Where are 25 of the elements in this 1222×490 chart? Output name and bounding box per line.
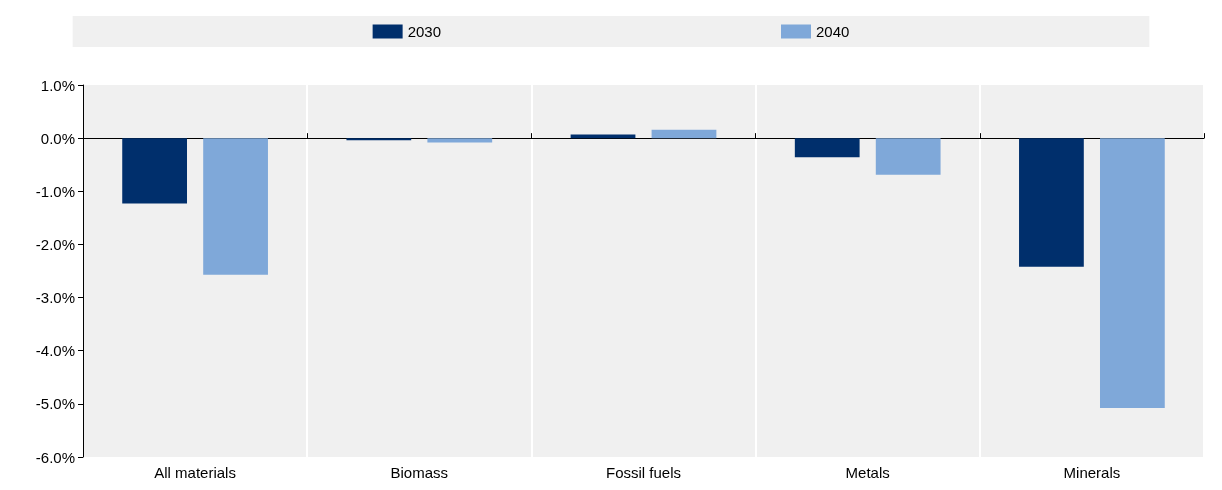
x-tick-label: Fossil fuels bbox=[605, 464, 682, 481]
legend-label: 2030 bbox=[407, 23, 442, 40]
y-tick-label: 0.0% bbox=[40, 129, 75, 147]
bar bbox=[651, 129, 717, 139]
bar bbox=[427, 138, 493, 143]
bar bbox=[346, 138, 412, 141]
x-tick-label: Biomass bbox=[390, 464, 449, 481]
legend-label: 2040 bbox=[816, 23, 850, 40]
bar bbox=[122, 138, 187, 204]
bar bbox=[875, 138, 941, 175]
y-tick-label: -1.0% bbox=[35, 182, 75, 200]
bar bbox=[203, 138, 268, 275]
y-tick-label: 1.0% bbox=[40, 76, 75, 94]
x-tick-label: Minerals bbox=[1063, 464, 1121, 481]
x-tick-label: Metals bbox=[845, 464, 890, 481]
y-tick-label: -2.0% bbox=[35, 235, 75, 253]
bar bbox=[794, 138, 860, 158]
y-tick-label: -5.0% bbox=[35, 395, 75, 413]
bar bbox=[1019, 138, 1084, 267]
y-tick-label: -6.0% bbox=[35, 448, 75, 466]
y-tick-label: -3.0% bbox=[35, 289, 75, 307]
bar bbox=[1100, 138, 1165, 409]
y-tick-label: -4.0% bbox=[35, 342, 75, 360]
x-tick-label: All materials bbox=[154, 464, 236, 481]
bar bbox=[570, 134, 636, 139]
